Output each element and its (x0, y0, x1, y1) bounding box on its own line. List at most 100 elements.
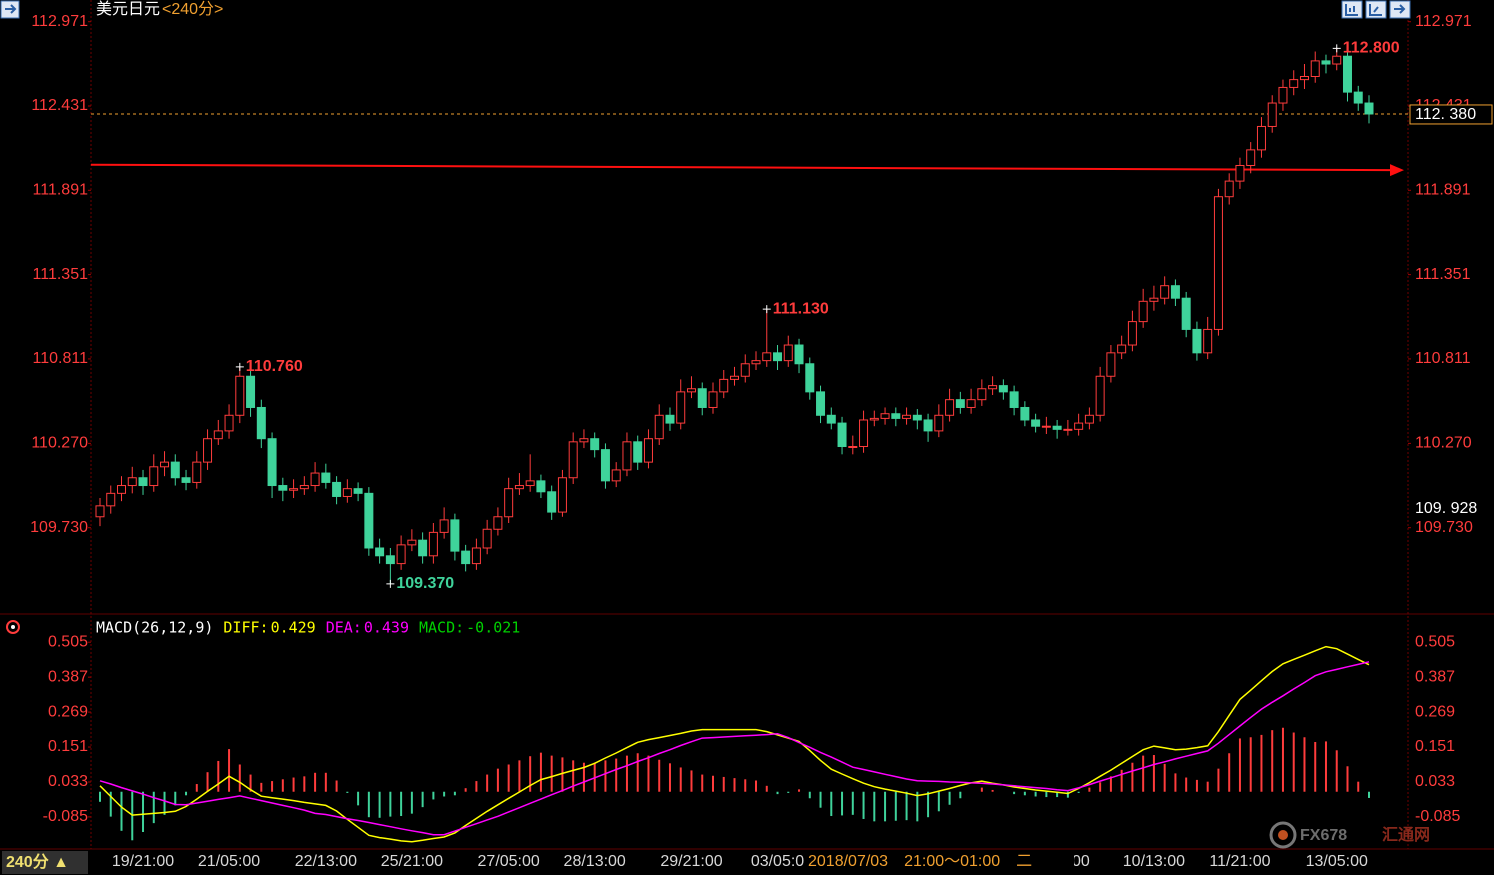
candle-body (493, 516, 503, 530)
candle-body (1106, 352, 1116, 377)
legend-name: MACD: (419, 619, 464, 637)
y-tick-label-right: 0.151 (1415, 738, 1455, 755)
x-tick-label: 13/05:00 (1306, 853, 1368, 870)
candle-body (246, 375, 256, 408)
candle-body (1149, 297, 1159, 302)
candle-body (1009, 391, 1019, 408)
toolbar-icons[interactable] (1341, 0, 1411, 19)
candle-body (428, 531, 438, 557)
candle-body (579, 438, 589, 443)
candle-body (1181, 297, 1191, 330)
candle-body (826, 414, 836, 424)
chart-title: 美元日元 (96, 0, 160, 18)
y-tick-label-right: 0.033 (1415, 773, 1455, 790)
candle-body (461, 550, 471, 565)
annotation-cross (1332, 44, 1341, 53)
annotation-label: 111.130 (773, 300, 829, 317)
candle-body (611, 469, 621, 482)
candle-body (117, 485, 127, 494)
candle-body (568, 441, 578, 479)
y-tick-label-right: -0.085 (1415, 808, 1460, 825)
candle-body (869, 417, 879, 421)
menu-icon[interactable] (0, 0, 20, 19)
y-tick-label-right: 110.811 (1415, 350, 1471, 367)
y-tick-label: 109.730 (30, 519, 88, 536)
period-button-bg[interactable] (2, 851, 88, 874)
y-tick-label: 110.811 (33, 350, 89, 367)
candle-body (332, 481, 342, 497)
annotation-cross (386, 579, 395, 588)
candle-body (966, 399, 976, 408)
y-tick-label: 0.033 (48, 773, 88, 790)
candle-body (418, 539, 428, 557)
candle-body (149, 466, 159, 487)
candle-body (514, 485, 524, 490)
candle-body (816, 391, 826, 416)
candle-body (1041, 425, 1051, 428)
candle-body (1127, 321, 1137, 346)
legend-value: 0.429 (271, 619, 316, 637)
candle-body (880, 413, 890, 419)
y-tick-label: 0.505 (48, 633, 88, 650)
candle-body (719, 378, 729, 393)
candle-body (762, 352, 772, 362)
candle-body (547, 491, 557, 513)
candle-body (1020, 406, 1030, 421)
x-tick-label: 10/13:00 (1123, 853, 1185, 870)
y-tick-label: -0.085 (43, 808, 88, 825)
candle-body (1299, 76, 1309, 81)
candle-body (450, 519, 460, 552)
x-tick-label: 27/05:00 (478, 853, 540, 870)
candle-body (127, 477, 137, 487)
annotation-label: 110.760 (246, 358, 303, 375)
candle-body (1332, 55, 1342, 65)
candle-body (654, 414, 664, 440)
period-button[interactable]: 240分 ▲ (6, 853, 69, 871)
y-tick-label: 0.269 (48, 703, 88, 720)
candle-body (106, 492, 116, 507)
watermark-brand: FX678 (1300, 827, 1347, 844)
annotation-cross (235, 362, 244, 371)
candle-body (1084, 414, 1094, 424)
y-tick-label-right: 0.387 (1415, 668, 1455, 685)
candle-body (740, 363, 750, 377)
candle-body (794, 344, 804, 365)
y-tick-label: 0.387 (48, 668, 88, 685)
candle-body (1074, 422, 1084, 430)
candle-body (998, 385, 1008, 393)
y-tick-label-right: 0.269 (1415, 703, 1455, 720)
candle-body (256, 406, 266, 440)
candle-body (536, 480, 546, 493)
candle-body (557, 477, 567, 513)
x-tick-label: 19/21:00 (112, 853, 174, 870)
y-tick-label-right: 109.730 (1415, 519, 1473, 536)
candle-body (213, 430, 223, 440)
candle-body (342, 488, 352, 497)
y-tick-label: 111.891 (33, 182, 89, 199)
candle-body (407, 539, 417, 546)
y-tick-label-right: 111.351 (1415, 266, 1471, 283)
trend-arrow (1390, 164, 1404, 177)
candle-body (310, 472, 320, 487)
candle-body (622, 441, 632, 471)
candle-body (1256, 125, 1266, 151)
candle-body (1213, 196, 1223, 330)
candle-body (945, 399, 955, 416)
annotation-label: 109.370 (396, 575, 454, 592)
candle-body (138, 477, 148, 487)
macd-line (99, 661, 1370, 836)
candle-body (686, 388, 696, 393)
candle-body (891, 413, 901, 419)
candle-body (1278, 86, 1288, 104)
x-tick-label: 29/21:00 (660, 853, 722, 870)
cursor-label: 2018/07/03 21:00～01:00 二 (808, 853, 1032, 870)
candle-body (805, 363, 815, 393)
y-tick-label-right: 0.505 (1415, 633, 1455, 650)
candle-body (235, 375, 245, 416)
candle-body (1342, 55, 1352, 93)
candle-body (482, 528, 492, 549)
candle-body (934, 414, 944, 432)
